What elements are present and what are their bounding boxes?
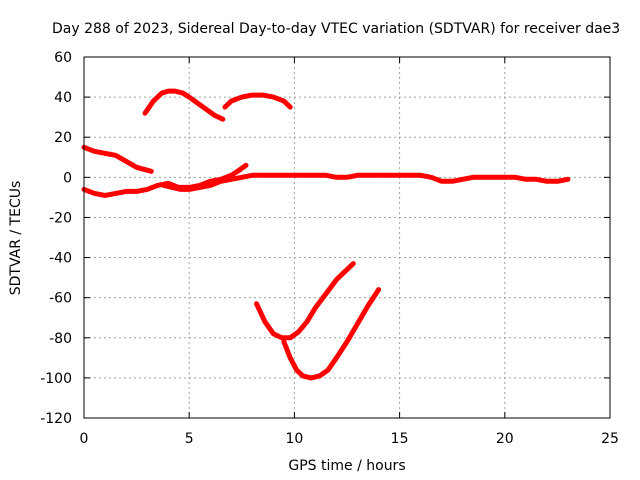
x-axis-label: GPS time / hours <box>288 458 405 474</box>
y-tick-label: -80 <box>49 331 72 347</box>
y-tick-label: -20 <box>49 210 72 226</box>
y-tick-label: 40 <box>54 90 72 106</box>
x-tick-label: 0 <box>80 431 89 447</box>
chart-title: Day 288 of 2023, Sidereal Day-to-day VTE… <box>52 21 620 37</box>
plot-frame <box>83 56 611 419</box>
series-arc-1 <box>81 144 154 174</box>
x-tick-label: 25 <box>601 431 619 447</box>
y-tick-label: -40 <box>49 251 72 267</box>
grid <box>84 57 610 418</box>
y-tick-label: -100 <box>40 371 72 387</box>
series-arc-7 <box>281 287 382 381</box>
y-tick-label: -60 <box>49 291 72 307</box>
series-arc-3 <box>142 88 226 122</box>
y-tick-label: 20 <box>54 130 72 146</box>
x-tick-label: 10 <box>285 431 303 447</box>
series-arc-5 <box>222 92 293 110</box>
x-tick-label: 20 <box>496 431 514 447</box>
x-tick-label: 15 <box>391 431 409 447</box>
x-tick-labels: 0 5 10 15 20 25 <box>80 431 619 447</box>
data-series <box>81 88 571 381</box>
series-arc-4 <box>161 172 571 192</box>
axis-ticks <box>83 56 611 419</box>
series-arc-6 <box>254 261 356 341</box>
y-tick-labels: -120 -100 -80 -60 -40 -20 0 20 40 60 <box>40 50 72 427</box>
y-tick-label: 60 <box>54 50 72 66</box>
x-tick-label: 5 <box>185 431 194 447</box>
series-arc-2 <box>81 162 249 198</box>
y-tick-label: -120 <box>40 411 72 427</box>
y-axis-label: SDTVAR / TECUs <box>8 181 24 296</box>
y-tick-label: 0 <box>63 170 72 186</box>
